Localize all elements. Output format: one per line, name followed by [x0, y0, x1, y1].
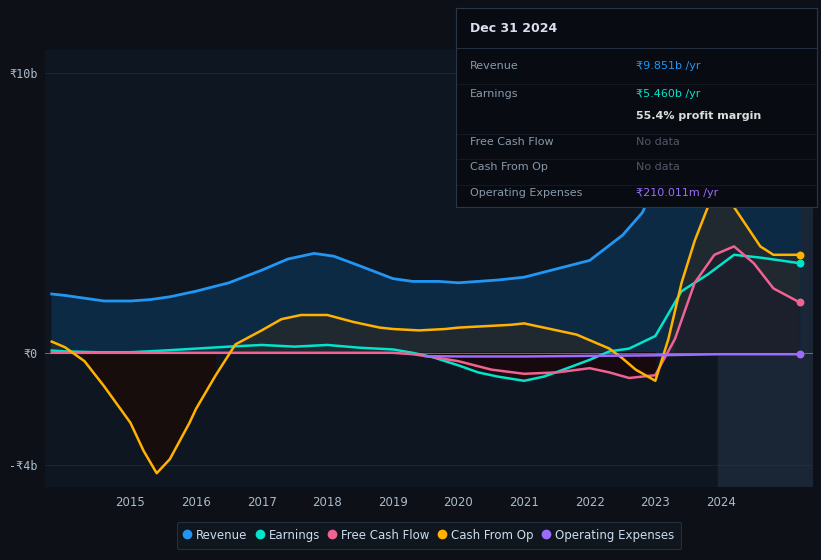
Point [793, 250, 806, 259]
Text: Cash From Op: Cash From Op [470, 162, 548, 172]
Text: Earnings: Earnings [470, 89, 519, 99]
Text: 55.4% profit margin: 55.4% profit margin [636, 111, 762, 121]
Point [793, 349, 806, 359]
Point [793, 298, 806, 307]
Text: No data: No data [636, 162, 680, 172]
Point [793, 259, 806, 268]
Text: Dec 31 2024: Dec 31 2024 [470, 22, 557, 35]
Bar [718, 50, 813, 487]
Text: No data: No data [636, 137, 680, 147]
Point [793, 66, 806, 74]
Text: ₹5.460b /yr: ₹5.460b /yr [636, 89, 700, 99]
Text: Free Cash Flow: Free Cash Flow [470, 137, 553, 147]
Text: Revenue: Revenue [470, 61, 519, 71]
Legend: Revenue, Earnings, Free Cash Flow, Cash From Op, Operating Expenses: Revenue, Earnings, Free Cash Flow, Cash … [177, 522, 681, 549]
Text: Operating Expenses: Operating Expenses [470, 188, 582, 198]
Text: ₹210.011m /yr: ₹210.011m /yr [636, 188, 718, 198]
Text: ₹9.851b /yr: ₹9.851b /yr [636, 61, 701, 71]
